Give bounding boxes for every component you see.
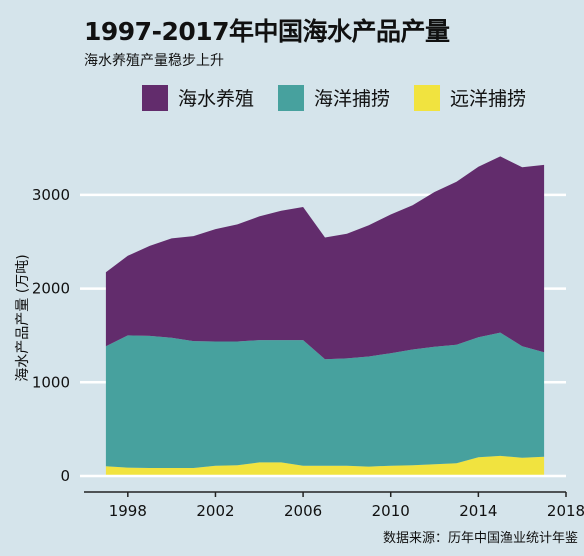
area-series-2 — [105, 332, 545, 468]
legend-swatch — [414, 84, 441, 111]
legend-label: 海水养殖 — [178, 88, 255, 110]
x-tick-label-2010: 2010 — [372, 502, 410, 520]
x-tick-label-2006: 2006 — [284, 502, 322, 520]
legend-swatch — [278, 84, 305, 111]
x-tick-label-1998: 1998 — [109, 502, 147, 520]
x-tick-label-2018: 2018 — [547, 502, 584, 520]
y-tick-label-2000: 2000 — [32, 280, 70, 298]
y-tick-label-1000: 1000 — [32, 373, 70, 391]
legend: 海水养殖 海洋捕捞 远洋捕捞 — [142, 84, 550, 111]
legend-item: 远洋捕捞 — [414, 84, 526, 111]
legend-item: 海洋捕捞 — [278, 84, 390, 111]
legend-item: 海水养殖 — [142, 84, 254, 111]
legend-label: 海洋捕捞 — [314, 88, 391, 110]
x-tick-label-2002: 2002 — [196, 502, 234, 520]
y-tick-label-0: 0 — [60, 467, 70, 485]
y-tick-label-3000: 3000 — [32, 186, 70, 204]
chart-title: 1997-2017年中国海水产品产量 — [84, 17, 450, 46]
x-tick-label-2014: 2014 — [459, 502, 497, 520]
area-series-3 — [105, 156, 545, 360]
area-series-1 — [105, 455, 545, 476]
legend-label: 远洋捕捞 — [450, 88, 527, 110]
chart-subtitle: 海水养殖产量稳步上升 — [84, 53, 224, 69]
legend-swatch — [142, 84, 168, 111]
data-source-note: 数据来源：历年中国渔业统计年鉴 — [382, 531, 578, 546]
